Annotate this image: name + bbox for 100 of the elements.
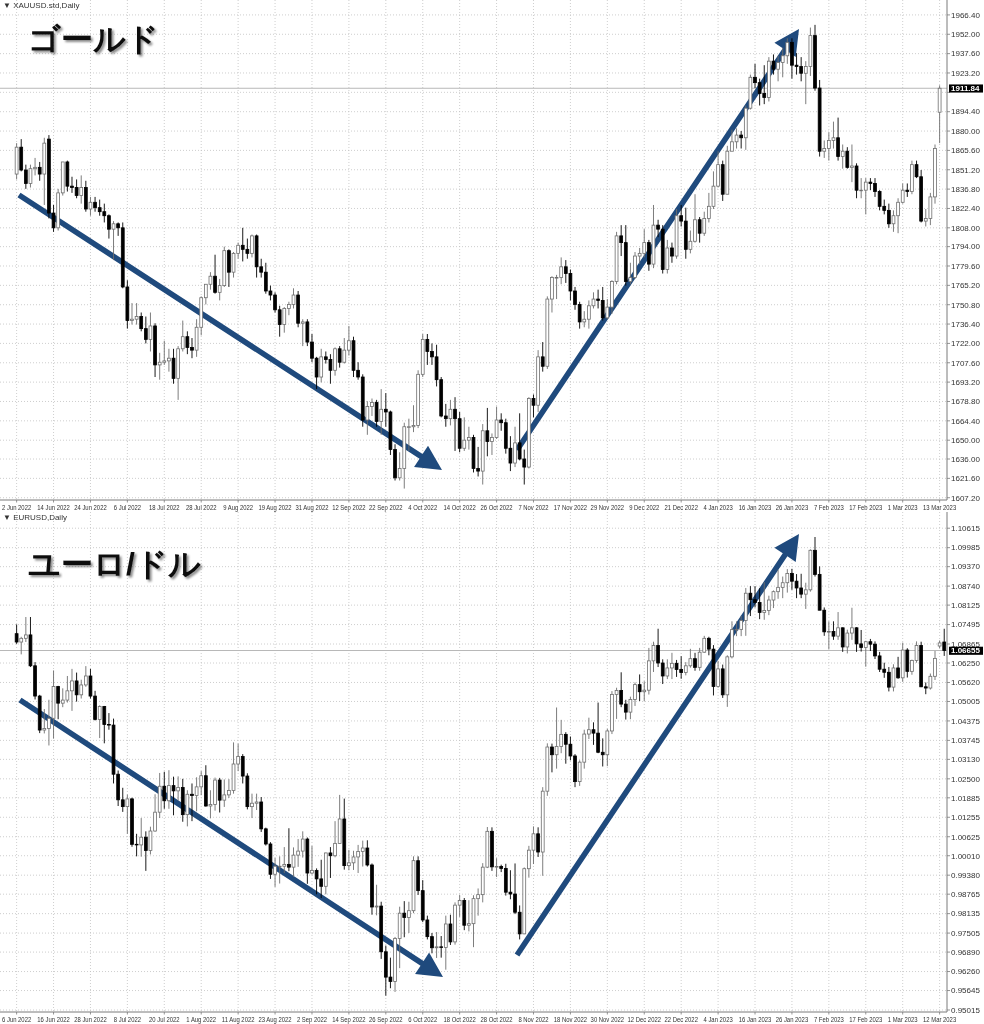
candlestick [319, 348, 324, 383]
y-tick-label: 1865.60 [951, 146, 981, 156]
candlestick [328, 353, 333, 385]
candlestick [831, 620, 836, 641]
candlestick [716, 660, 720, 689]
candlestick [637, 674, 642, 702]
candlestick [762, 64, 767, 105]
candlestick [762, 581, 767, 621]
candlestick [185, 789, 190, 827]
candlestick [84, 180, 88, 213]
candlestick [97, 704, 102, 739]
candlestick [697, 216, 702, 244]
y-tick-label: 0.98765 [951, 889, 981, 899]
candlestick [162, 340, 167, 366]
y-tick-label: 1.09985 [951, 543, 981, 553]
candlestick [74, 672, 79, 703]
candlestick [365, 400, 370, 436]
y-tick-label: 0.99380 [951, 870, 981, 880]
candlestick [845, 629, 850, 654]
candlestick [850, 144, 854, 183]
candlestick [213, 254, 217, 295]
candlestick [148, 312, 153, 352]
candlestick [300, 830, 305, 859]
candlestick [757, 78, 762, 106]
y-tick-label: 1636.00 [951, 454, 981, 464]
candlestick [937, 84, 942, 144]
candlestick [277, 855, 282, 884]
y-tick-label: 1937.60 [951, 49, 981, 59]
y-tick-label: 1693.20 [951, 377, 981, 387]
y-tick-label: 1836.80 [951, 184, 981, 194]
ref-line-label: 1.06655 [951, 646, 981, 656]
candlestick [563, 731, 568, 765]
candlestick [688, 648, 693, 669]
candlestick [485, 407, 490, 457]
y-tick-label: 1.06865 [951, 639, 981, 649]
candlestick [162, 771, 167, 810]
text: ユーロ/ドル [28, 546, 201, 582]
candlestick [14, 623, 19, 645]
chart-subtitle: ▼ XAUUSD.std,Daily [3, 1, 80, 10]
candlestick [536, 826, 540, 858]
candlestick [217, 777, 222, 813]
candlestick [245, 238, 250, 260]
candlestick [379, 388, 384, 436]
candlestick [550, 743, 554, 773]
candlestick [199, 770, 204, 796]
candlestick [734, 127, 739, 149]
candlestick [780, 576, 785, 599]
candlestick [448, 914, 453, 946]
candlestick [79, 174, 84, 205]
candlestick [836, 117, 840, 162]
y-tick-label: 1.10615 [951, 524, 981, 534]
candlestick [360, 840, 365, 867]
candlestick [905, 647, 910, 678]
y-tick-label: 1.01885 [951, 793, 981, 803]
candlestick [300, 318, 305, 347]
y-tick-label: 0.96890 [951, 947, 981, 957]
y-tick-label: 1607.20 [951, 493, 981, 503]
candlestick [102, 705, 107, 744]
y-tick-label: 1952.00 [951, 30, 981, 40]
candlestick [647, 239, 651, 272]
candlestick [139, 817, 144, 858]
y-tick-label: 1923.20 [951, 68, 981, 78]
candlestick [176, 775, 180, 801]
candlestick [319, 859, 324, 899]
y-tick-label: 1.04375 [951, 716, 981, 726]
candlestick [600, 286, 605, 322]
candlestick [854, 626, 859, 653]
y-tick-label: 1.08740 [951, 581, 981, 591]
candlestick [157, 352, 162, 381]
candlestick [333, 347, 337, 377]
y-tick-label: 1880.00 [951, 126, 981, 136]
candlestick [531, 394, 536, 418]
candlestick [185, 330, 190, 355]
text: ゴールド [28, 21, 159, 57]
candlestick [891, 663, 896, 692]
y-tick-label: 1736.40 [951, 319, 981, 329]
candlestick [287, 827, 291, 872]
candlestick [494, 857, 499, 878]
y-tick-label: 1722.00 [951, 339, 981, 349]
candlestick [222, 779, 227, 808]
candlestick [310, 845, 314, 876]
candlestick [434, 931, 439, 959]
candlestick [227, 248, 231, 288]
candlestick [167, 769, 171, 810]
y-tick-label: 1650.00 [951, 435, 981, 445]
candlestick [74, 178, 79, 199]
y-tick-label: 1794.00 [951, 242, 981, 252]
candlestick [342, 337, 347, 365]
y-tick-label: 1707.60 [951, 358, 981, 368]
y-tick-label: 1.02500 [951, 774, 981, 784]
candlestick [462, 416, 467, 452]
candlestick [513, 426, 517, 468]
candlestick [42, 708, 47, 734]
candlestick [79, 679, 84, 699]
y-tick-label: 1.09370 [951, 562, 981, 572]
y-tick-label: 1808.00 [951, 223, 981, 233]
y-tick-label: 1.05005 [951, 697, 981, 707]
y-tick-label: 1.03130 [951, 755, 981, 765]
y-tick-label: 0.95015 [951, 1005, 981, 1015]
candlestick [282, 306, 287, 334]
